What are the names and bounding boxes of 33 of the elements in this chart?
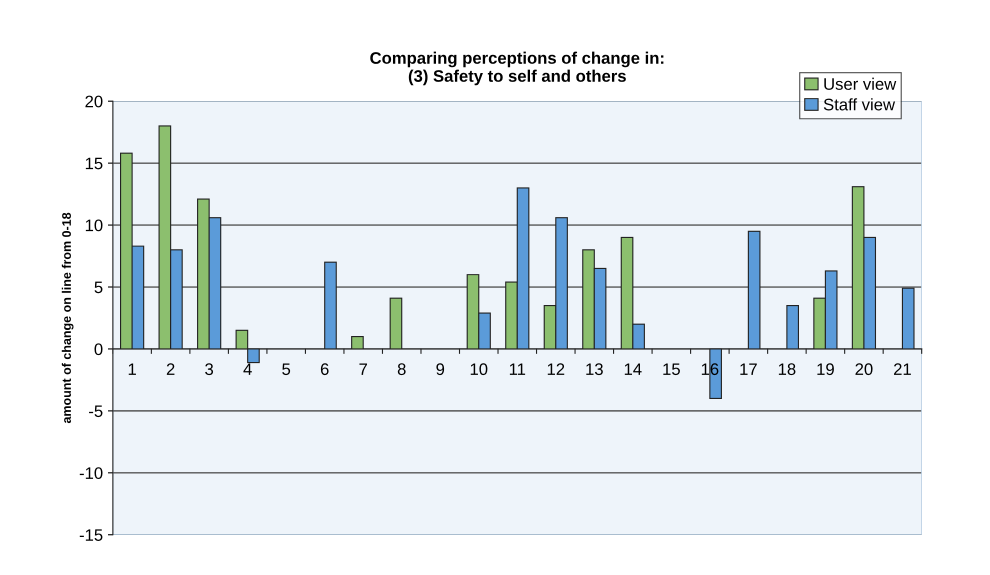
- x-tick-label: 14: [624, 363, 642, 375]
- x-tick-label: 2: [166, 363, 174, 375]
- y-tick-label: 0: [94, 343, 102, 356]
- x-tick-label: 21: [894, 363, 911, 375]
- x-tick-label: 17: [740, 363, 757, 375]
- legend-label: User view: [824, 78, 896, 90]
- chart-title: Comparing perceptions of change in: (3) Safety to self and others: [370, 52, 664, 86]
- x-tick-label: 19: [817, 363, 834, 376]
- x-tick-label: 16: [702, 363, 718, 376]
- x-tick-label: 7: [359, 363, 368, 375]
- y-tick-label: 20: [85, 96, 102, 108]
- y-tick-label: -5: [89, 405, 102, 418]
- x-tick-label: 5: [282, 363, 290, 376]
- y-tick-label: 15: [86, 158, 102, 170]
- x-tick-label: 1: [128, 363, 136, 375]
- x-tick-label: 11: [510, 363, 526, 375]
- x-tick-label: 10: [470, 363, 488, 376]
- y-axis-title: amount of change on line from 0-18: [62, 212, 74, 424]
- x-tick-label: 9: [436, 363, 444, 376]
- x-tick-label: 12: [548, 363, 564, 375]
- legend-label: Staff view: [824, 98, 896, 110]
- y-tick-label: 5: [94, 282, 102, 294]
- y-tick-label: 10: [86, 219, 102, 232]
- x-tick-label: 15: [663, 363, 680, 376]
- x-tick-label: 20: [855, 363, 873, 376]
- x-tick-label: 6: [320, 363, 329, 376]
- y-tick-label: -15: [80, 529, 102, 541]
- x-tick-label: 18: [778, 363, 796, 376]
- x-tick-label: 8: [398, 363, 406, 376]
- x-tick-label: 13: [586, 363, 603, 376]
- x-tick-label: 3: [205, 363, 214, 376]
- y-tick-label: -10: [80, 467, 102, 480]
- x-tick-label: 4: [243, 363, 252, 375]
